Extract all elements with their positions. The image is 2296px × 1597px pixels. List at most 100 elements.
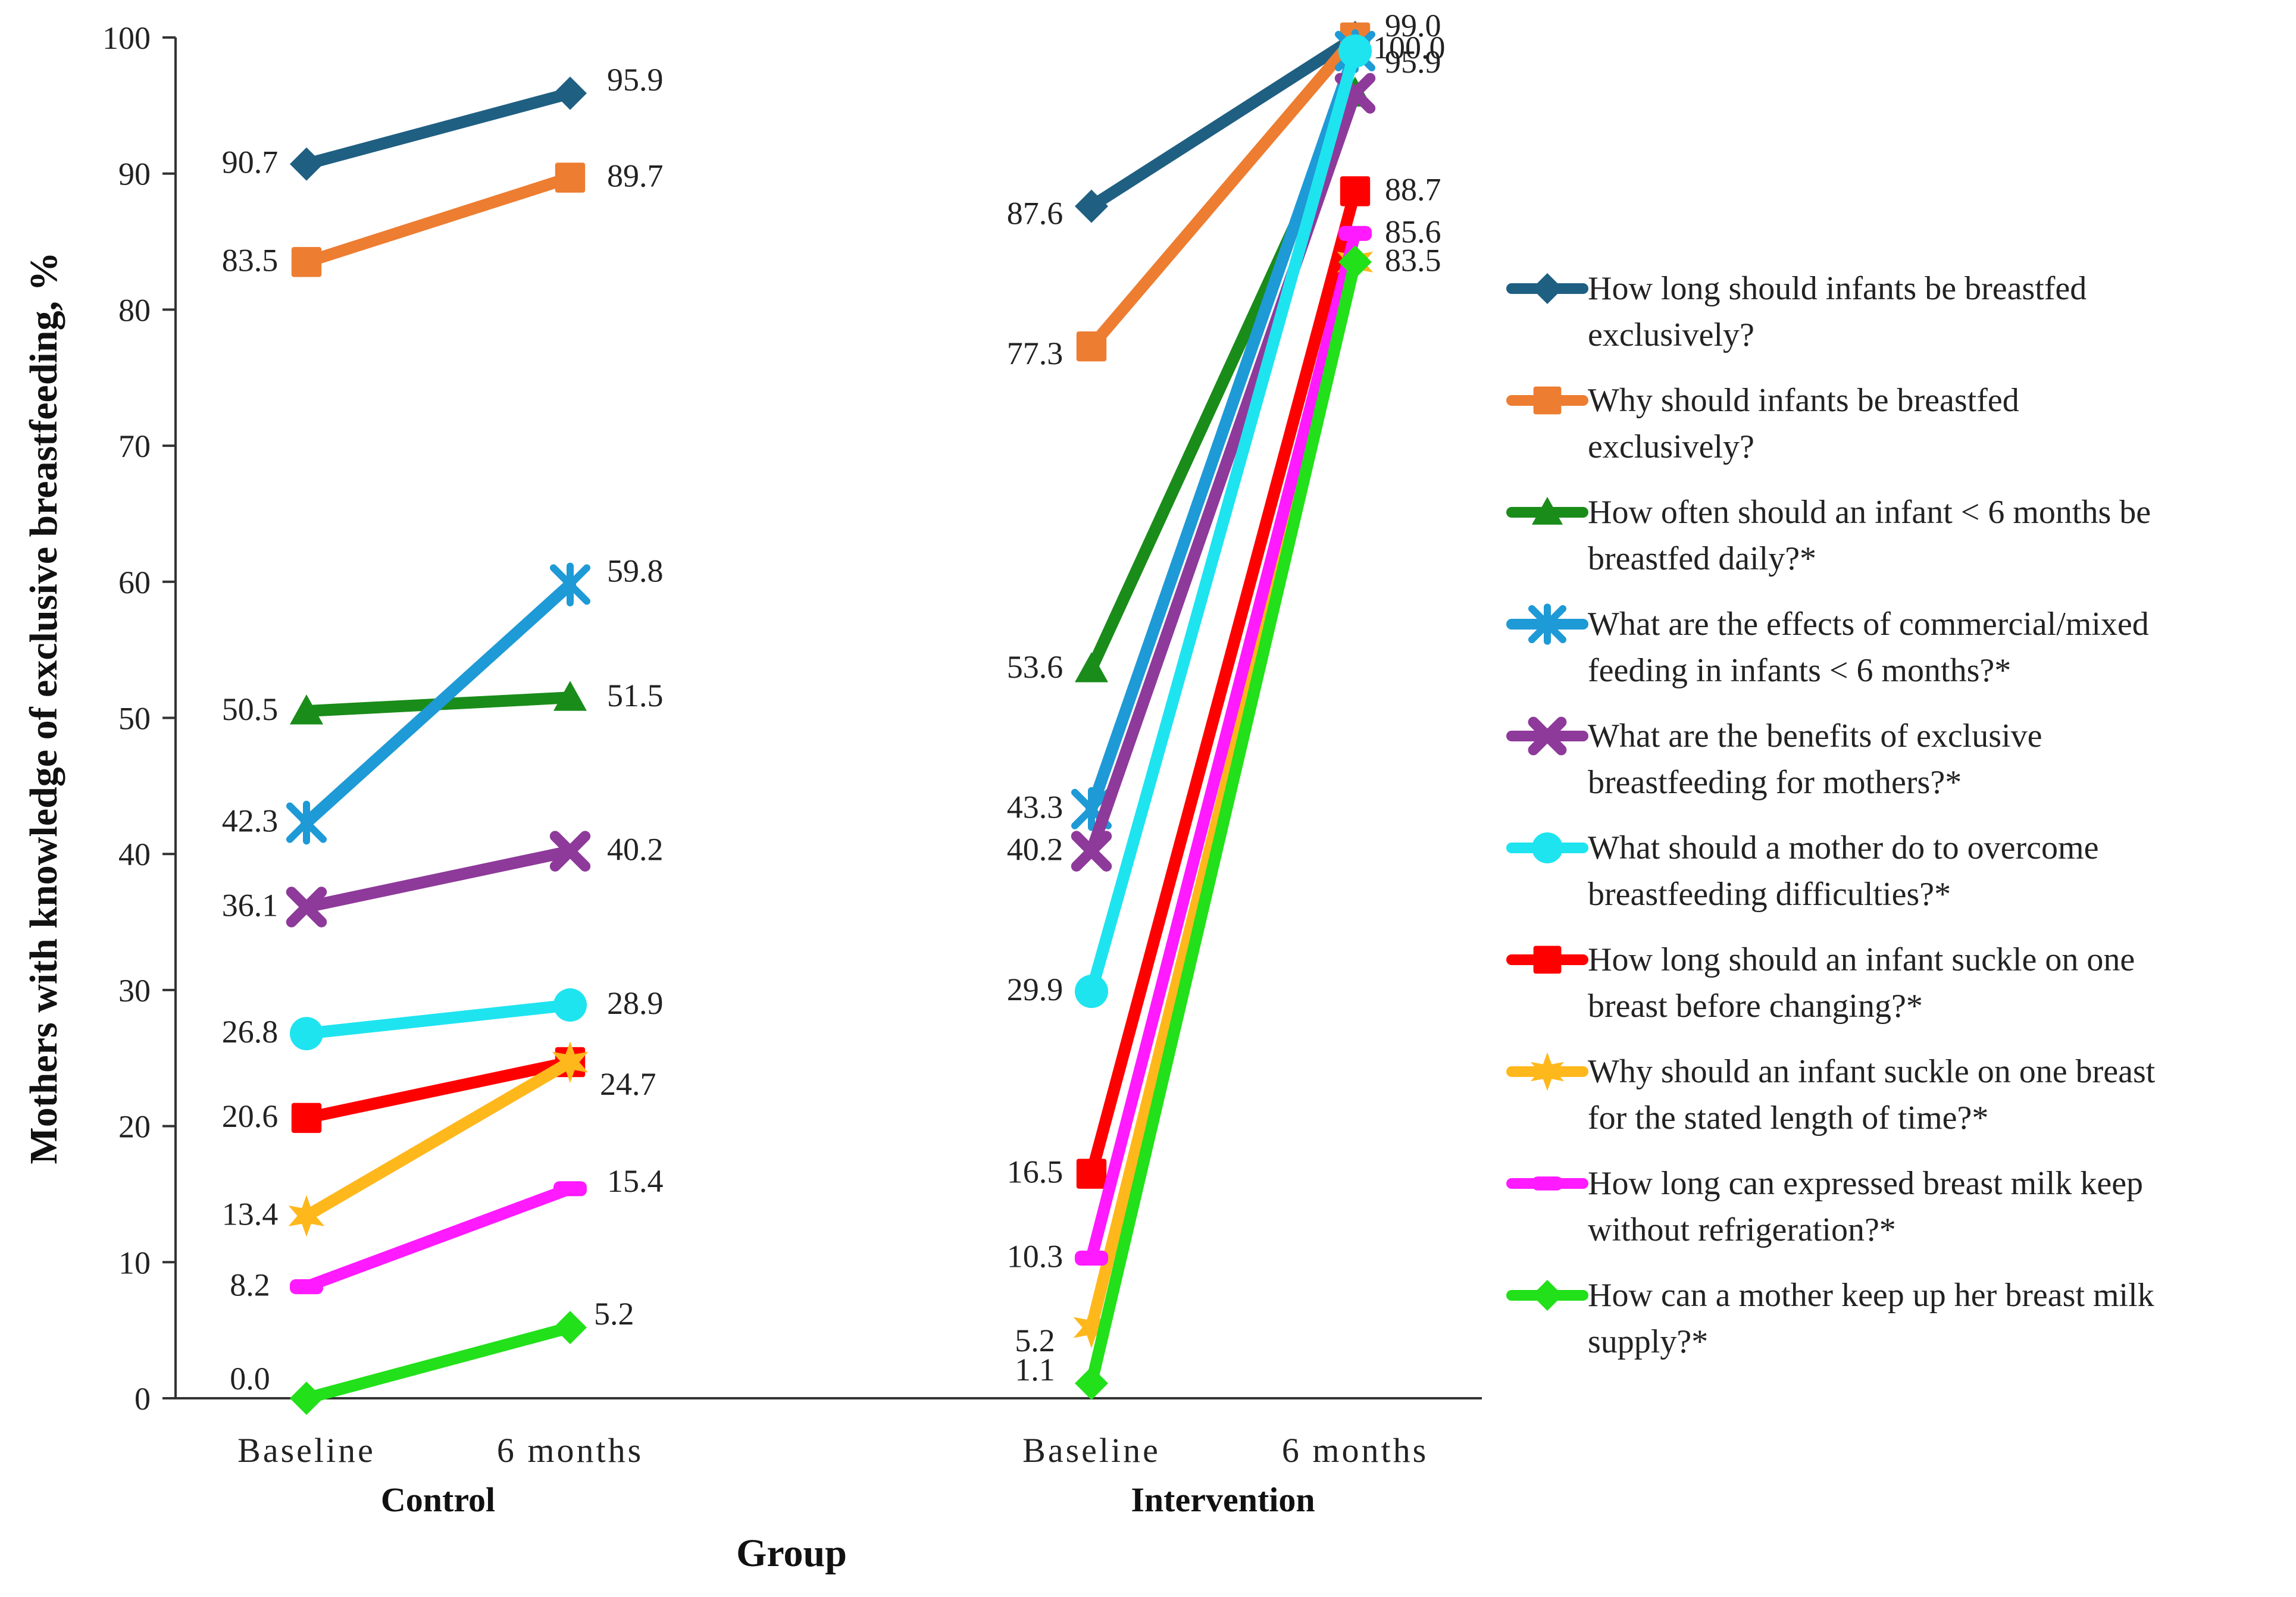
- legend-label: How often should an infant < 6 months be…: [1588, 494, 2151, 577]
- data-point-marker: [1075, 1250, 1108, 1266]
- data-label: 90.7: [222, 145, 279, 180]
- data-label: 100.0: [1373, 30, 1446, 65]
- data-point-marker: [553, 988, 587, 1022]
- series-line: [290, 21, 1372, 223]
- series-segment: [301, 1056, 576, 1222]
- data-label: 42.3: [222, 803, 279, 839]
- data-label: 1.1: [1015, 1352, 1055, 1388]
- data-label: 50.5: [222, 691, 279, 727]
- data-point-marker: [1076, 1158, 1107, 1189]
- data-point-marker: [1075, 652, 1108, 682]
- data-point-marker: [553, 681, 587, 711]
- y-tick-label: 70: [118, 428, 151, 464]
- data-point-marker: [290, 147, 323, 181]
- y-axis-title: Mothers with knowledge of exclusive brea…: [22, 252, 65, 1164]
- data-point-marker: [1076, 331, 1107, 362]
- legend-item: What are the effects of commercial/mixed…: [1506, 603, 2149, 689]
- data-label: 77.3: [1007, 336, 1063, 371]
- data-label: 26.8: [222, 1014, 279, 1050]
- y-tick-label: 90: [118, 156, 151, 192]
- data-point-marker: [290, 694, 323, 725]
- data-point-marker: [1073, 1307, 1110, 1349]
- data-point-marker: [553, 76, 587, 110]
- legend-label: How can a mother keep up her breast milk…: [1588, 1277, 2154, 1360]
- legend-label: Why should an infant suckle on one breas…: [1588, 1053, 2156, 1136]
- data-label: 87.6: [1007, 196, 1063, 231]
- series-line: [291, 176, 1371, 1189]
- data-label: 28.9: [607, 985, 664, 1021]
- legend-label: How long should an infant suckle on one b…: [1588, 941, 2135, 1025]
- series-segment: [1086, 45, 1361, 998]
- data-point-marker: [1338, 34, 1372, 68]
- data-point-marker: [1075, 975, 1108, 1009]
- legend-item: How long can expressed breast milk keep w…: [1506, 1165, 2143, 1248]
- legend-label: How long can expressed breast milk keep w…: [1588, 1165, 2143, 1248]
- legend-label: What are the benefits of exclusive breast…: [1588, 718, 2042, 801]
- data-label: 40.2: [1007, 832, 1063, 868]
- data-label: 13.4: [222, 1197, 279, 1232]
- data-point-marker: [286, 887, 327, 928]
- data-label: 40.2: [607, 832, 664, 868]
- y-tick-label: 50: [118, 701, 151, 737]
- data-point-marker: [291, 1103, 322, 1133]
- y-tick-label: 100: [102, 20, 151, 56]
- data-point-marker: [1532, 497, 1563, 525]
- data-label: 20.6: [222, 1098, 279, 1134]
- data-point-marker: [555, 162, 586, 193]
- data-point-marker: [1533, 386, 1562, 415]
- legend-item: How often should an infant < 6 months be…: [1506, 494, 2151, 577]
- data-label: 59.8: [607, 553, 664, 588]
- series-segment: [301, 1322, 576, 1404]
- data-label: 5.2: [1015, 1323, 1055, 1358]
- series-line: [290, 245, 1372, 1415]
- y-tick-label: 80: [118, 292, 151, 328]
- data-point-marker: [1532, 1280, 1563, 1311]
- legend-label: What are the effects of commercial/mixed…: [1588, 606, 2149, 689]
- series-segment: [301, 1182, 576, 1293]
- series-segment: [1086, 45, 1361, 815]
- data-label: 16.5: [1007, 1154, 1063, 1190]
- data-point-marker: [1530, 1052, 1565, 1091]
- legend-label: How long should infants be breastfed excl…: [1588, 270, 2087, 353]
- x-category-label: 6 months: [497, 1431, 643, 1470]
- data-label: 5.2: [594, 1296, 634, 1332]
- series-segment: [301, 171, 576, 268]
- data-label: 85.6: [1385, 214, 1441, 249]
- data-point-marker: [1528, 716, 1567, 756]
- legend: How long should infants be breastfed excl…: [1506, 270, 2156, 1360]
- data-label: 51.5: [607, 678, 664, 713]
- data-label: 89.7: [607, 158, 664, 194]
- data-label: 29.9: [1007, 972, 1063, 1007]
- series-segment: [301, 578, 576, 829]
- legend-item: Why should an infant suckle on one breas…: [1506, 1052, 2156, 1136]
- data-point-marker: [553, 1311, 587, 1345]
- data-point-marker: [290, 1382, 323, 1415]
- data-label: 8.2: [230, 1267, 270, 1302]
- series-segment: [1086, 32, 1361, 212]
- data-label: 0.0: [230, 1361, 270, 1396]
- data-point-marker: [291, 247, 322, 277]
- data-label: 24.7: [600, 1066, 656, 1102]
- x-category-label: Baseline: [1022, 1431, 1160, 1470]
- data-point-marker: [1340, 176, 1371, 206]
- series-segment: [301, 1056, 576, 1124]
- data-point-marker: [288, 1195, 325, 1237]
- data-point-marker: [1075, 189, 1108, 223]
- data-point-marker: [553, 1181, 587, 1197]
- legend-item: How long should an infant suckle on one b…: [1506, 941, 2135, 1025]
- data-point-marker: [549, 831, 591, 872]
- y-tick-label: 30: [118, 973, 151, 1009]
- data-point-marker: [1338, 245, 1372, 279]
- data-point-marker: [1533, 945, 1562, 974]
- data-point-marker: [286, 800, 327, 845]
- data-point-marker: [290, 1017, 323, 1051]
- data-point-marker: [1071, 831, 1112, 872]
- series-layer: [286, 21, 1376, 1415]
- legend-item: What are the benefits of exclusive breast…: [1506, 716, 2042, 801]
- data-point-marker: [550, 562, 590, 607]
- legend-label: What should a mother do to overcome breas…: [1588, 829, 2098, 913]
- series-segment: [1086, 32, 1361, 353]
- series-segment: [301, 87, 576, 170]
